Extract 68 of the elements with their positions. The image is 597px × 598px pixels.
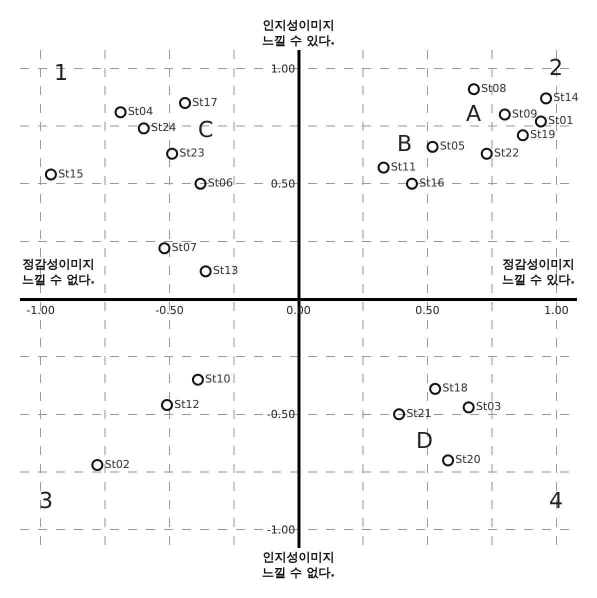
data-label: St24 <box>151 121 176 134</box>
data-label: St02 <box>104 458 130 471</box>
x-tick-label: 1.00 <box>544 304 569 318</box>
annotation: C <box>198 118 214 143</box>
x-tick-label: -0.50 <box>155 304 184 318</box>
y-tick-label: -1.00 <box>266 523 296 536</box>
point <box>393 408 406 420</box>
data-label: St03 <box>476 400 502 414</box>
data-label: St22 <box>494 146 520 160</box>
y-tick-label: 0.50 <box>270 178 296 191</box>
data-label: St08 <box>481 82 506 95</box>
point <box>179 97 192 110</box>
point <box>192 374 204 386</box>
point <box>468 83 480 96</box>
annotation: A <box>466 102 482 127</box>
text: 인지성이미지 느낄 수 없다. <box>262 550 335 580</box>
data-label: St23 <box>179 146 205 160</box>
data-label: St19 <box>530 128 556 142</box>
data-label: St06 <box>208 176 234 190</box>
point <box>138 122 150 134</box>
annotation: 1 <box>54 61 68 86</box>
point <box>378 162 390 174</box>
point <box>540 92 552 104</box>
point <box>91 459 104 471</box>
point <box>44 168 57 180</box>
point <box>406 178 418 190</box>
data-label: St05 <box>440 140 466 153</box>
annotation: 3 <box>39 489 53 514</box>
data-label: St13 <box>212 264 238 278</box>
y-axis-title: 인지성이미지 느낄 수 있다. <box>262 18 335 48</box>
data-label: St01 <box>548 114 574 128</box>
data-label: St07 <box>172 241 197 254</box>
data-label: St18 <box>442 382 468 395</box>
annotation: 4 <box>549 489 563 514</box>
point <box>480 148 493 160</box>
annotation: 2 <box>549 56 563 81</box>
point <box>158 242 170 254</box>
y-tick-label: -0.50 <box>266 408 296 422</box>
point <box>194 178 207 190</box>
x-tick-label: -1.00 <box>26 304 55 318</box>
data-label: St12 <box>174 398 200 411</box>
point <box>200 265 212 278</box>
point <box>426 140 439 153</box>
data-label: St10 <box>205 372 230 386</box>
data-label: St09 <box>512 107 538 120</box>
point <box>516 129 529 142</box>
annotation: 정감성이미지 느낄 수 없다. <box>22 257 95 287</box>
point <box>166 148 178 160</box>
data-label: St20 <box>455 453 481 466</box>
data-label: St16 <box>419 176 445 190</box>
annotation: B <box>397 132 412 157</box>
point <box>498 108 511 121</box>
data-label: St17 <box>192 96 218 109</box>
point <box>442 454 454 466</box>
x-tick-label: 0.50 <box>415 304 440 318</box>
data-label: St04 <box>128 105 154 118</box>
data-label: St14 <box>553 91 579 104</box>
x-axis-title: 정감성이미지 느낄 수 있다. <box>502 257 575 287</box>
point <box>429 382 442 395</box>
point <box>114 106 127 118</box>
annotation: D <box>416 429 433 454</box>
y-tick-label: 1.00 <box>270 62 296 76</box>
data-label: St11 <box>390 160 416 174</box>
point <box>160 399 173 412</box>
data-label: St15 <box>58 167 84 180</box>
point <box>462 401 475 414</box>
point <box>534 115 547 128</box>
data-label: St21 <box>406 407 432 420</box>
